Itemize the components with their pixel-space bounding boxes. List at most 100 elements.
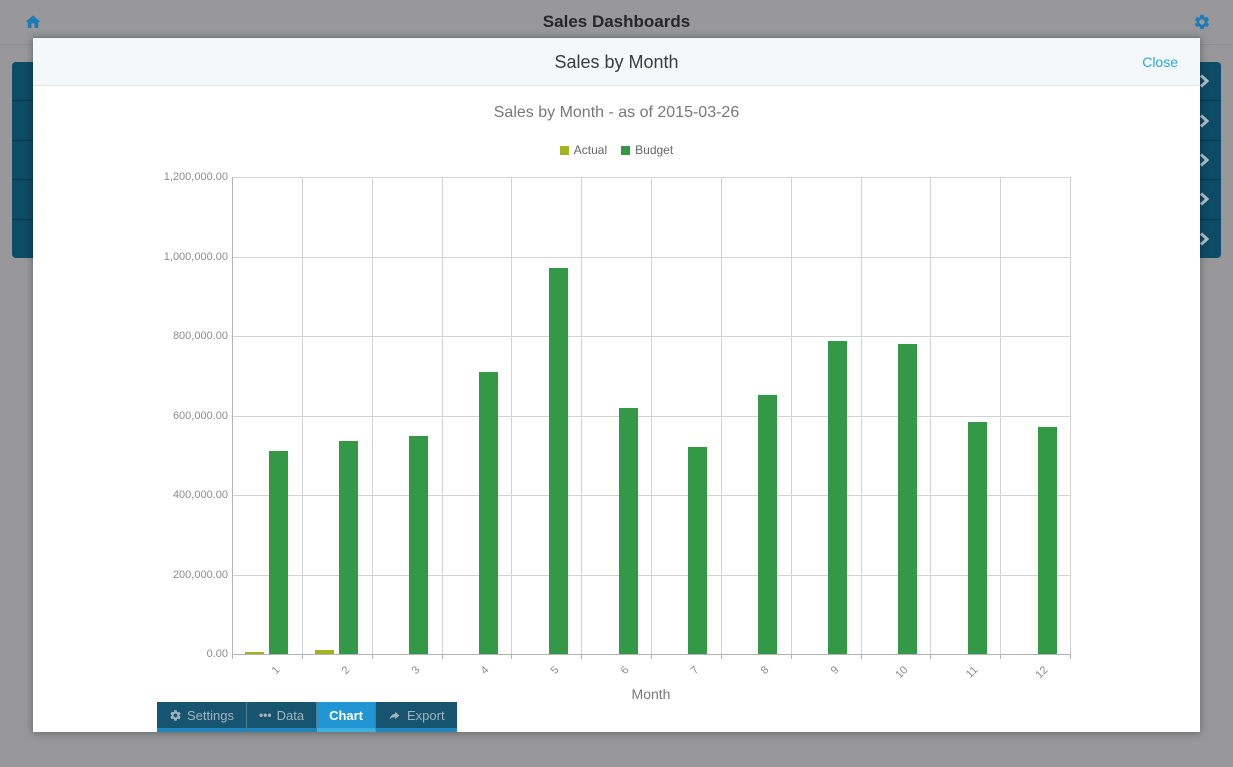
bar-group-month-4 bbox=[442, 177, 512, 654]
tab-data[interactable]: ••• Data bbox=[246, 702, 318, 732]
bar-budget-month-9[interactable] bbox=[828, 341, 848, 654]
y-axis-tick-label: 1,200,000.00 bbox=[163, 171, 228, 183]
bar-group-month-7 bbox=[651, 177, 721, 654]
ellipsis-icon: ••• bbox=[258, 708, 272, 722]
bar-budget-month-7[interactable] bbox=[688, 447, 708, 654]
bar-actual-month-1[interactable] bbox=[245, 652, 265, 654]
x-axis-tick bbox=[581, 654, 583, 659]
gridline-vertical bbox=[930, 177, 932, 654]
gridline-vertical bbox=[301, 177, 303, 654]
x-axis-tick bbox=[720, 654, 722, 659]
x-axis-tick bbox=[860, 654, 862, 659]
tab-export[interactable]: Export bbox=[376, 702, 457, 732]
tab-label: Settings bbox=[187, 707, 234, 723]
bar-budget-month-11[interactable] bbox=[967, 422, 987, 654]
bar-group-month-3 bbox=[372, 177, 442, 654]
tab-chart[interactable]: Chart bbox=[317, 702, 377, 732]
x-axis-tick-label: 1 bbox=[269, 664, 283, 677]
legend-item-budget: Budget bbox=[621, 143, 673, 157]
settings-gear-icon[interactable] bbox=[1193, 13, 1211, 31]
modal-header: Sales by Month Close bbox=[33, 38, 1200, 86]
x-axis-tick-label: 12 bbox=[1033, 664, 1051, 682]
tab-settings[interactable]: Settings bbox=[157, 702, 247, 732]
x-axis-tick bbox=[371, 654, 373, 659]
bar-budget-month-2[interactable] bbox=[339, 441, 359, 654]
gridline-vertical bbox=[371, 177, 373, 654]
bar-budget-month-1[interactable] bbox=[269, 451, 289, 654]
x-axis-tick-label: 3 bbox=[409, 664, 423, 677]
gridline-vertical bbox=[511, 177, 513, 654]
chevron-right-icon bbox=[1199, 114, 1210, 128]
export-icon bbox=[388, 709, 402, 722]
close-button[interactable]: Close bbox=[1142, 54, 1178, 70]
bar-group-month-9 bbox=[791, 177, 861, 654]
bar-group-month-12 bbox=[1000, 177, 1070, 654]
x-axis-tick bbox=[651, 654, 652, 659]
x-axis-tick bbox=[790, 654, 792, 659]
bar-budget-month-5[interactable] bbox=[548, 268, 568, 654]
chevron-right-icon bbox=[1199, 232, 1210, 246]
tab-label: Export bbox=[407, 707, 445, 723]
gridline-vertical bbox=[651, 177, 652, 654]
gridline-vertical bbox=[232, 177, 233, 654]
x-axis-tick bbox=[511, 654, 513, 659]
chevron-right-icon bbox=[1199, 192, 1210, 207]
y-axis-tick-label: 400,000.00 bbox=[172, 489, 228, 501]
x-axis-tick-label: 11 bbox=[964, 664, 981, 681]
chart-plot-area bbox=[232, 177, 1071, 659]
gridline-vertical bbox=[860, 177, 862, 654]
x-axis-tick-label: 2 bbox=[339, 664, 353, 677]
y-axis-tick-label: 800,000.00 bbox=[172, 330, 228, 342]
x-axis-title: Month bbox=[631, 686, 671, 702]
bar-budget-month-4[interactable] bbox=[478, 372, 498, 654]
x-axis-tick bbox=[301, 654, 303, 659]
chevron-right-icon bbox=[1199, 153, 1210, 167]
app-title: Sales Dashboards bbox=[542, 12, 691, 31]
x-axis-tick-label: 9 bbox=[828, 664, 842, 677]
modal-tab-bar: Settings ••• Data Chart Export bbox=[157, 702, 457, 732]
x-axis-tick-label: 10 bbox=[893, 664, 911, 682]
x-axis-tick bbox=[1070, 654, 1071, 659]
x-axis-tick-label: 4 bbox=[479, 664, 492, 677]
sales-by-month-modal: Sales by Month Close Sales by Month - as… bbox=[33, 37, 1200, 732]
gear-icon bbox=[169, 709, 182, 722]
modal-title: Sales by Month bbox=[554, 52, 679, 72]
bar-actual-month-2[interactable] bbox=[315, 650, 335, 654]
tab-label: Data bbox=[276, 707, 305, 723]
home-icon[interactable] bbox=[24, 13, 42, 31]
gridline-vertical bbox=[581, 177, 583, 654]
bar-group-month-8 bbox=[721, 177, 791, 654]
gridline-vertical bbox=[720, 177, 722, 654]
y-axis-tick-label: 600,000.00 bbox=[172, 409, 228, 422]
bar-budget-month-8[interactable] bbox=[758, 395, 778, 654]
bar-group-month-1 bbox=[232, 177, 302, 654]
legend-label: Actual bbox=[573, 143, 608, 157]
x-axis-tick-label: 6 bbox=[618, 664, 632, 677]
x-axis-tick bbox=[441, 654, 443, 659]
y-axis-tick-label: 1,000,000.00 bbox=[163, 250, 228, 263]
bar-budget-month-10[interactable] bbox=[897, 344, 917, 654]
bar-group-month-10 bbox=[861, 177, 931, 654]
gridline-vertical bbox=[441, 177, 443, 654]
legend-swatch bbox=[621, 145, 631, 155]
gridline-vertical bbox=[1000, 177, 1002, 654]
chart-title: Sales by Month - as of 2015-03-26 bbox=[493, 104, 740, 121]
bar-budget-month-6[interactable] bbox=[618, 408, 638, 654]
y-axis-tick-label: 200,000.00 bbox=[172, 568, 228, 581]
legend-swatch bbox=[559, 145, 569, 155]
bar-budget-month-3[interactable] bbox=[409, 436, 429, 654]
tab-label: Chart bbox=[329, 707, 364, 723]
bar-group-month-5 bbox=[511, 177, 581, 654]
x-axis-tick-label: 5 bbox=[548, 664, 562, 677]
bar-group-month-6 bbox=[581, 177, 651, 654]
bar-budget-month-12[interactable] bbox=[1037, 427, 1057, 654]
gridline-vertical bbox=[1070, 177, 1071, 654]
legend-label: Budget bbox=[635, 143, 674, 157]
bar-group-month-11 bbox=[930, 177, 1000, 654]
x-axis-tick-label: 7 bbox=[688, 664, 702, 677]
x-axis-tick-label: 8 bbox=[758, 664, 772, 677]
gridline-vertical bbox=[790, 177, 792, 654]
legend-item-actual: Actual bbox=[559, 143, 608, 157]
x-axis-tick bbox=[1000, 654, 1002, 659]
